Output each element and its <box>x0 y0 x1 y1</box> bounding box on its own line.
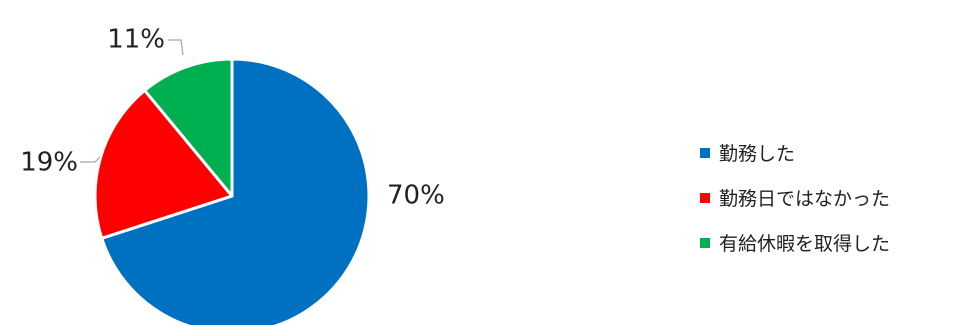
legend-label-paid-leave: 有給休暇を取得した <box>719 233 891 255</box>
data-label-non-working-day: 19% <box>20 148 78 178</box>
legend-swatch-paid-leave <box>700 237 710 248</box>
legend-item-paid-leave: 有給休暇を取得した <box>700 220 890 265</box>
legend-item-worked: 勤務した <box>700 130 890 175</box>
legend-label-worked: 勤務した <box>719 143 796 165</box>
slice-paid-leave <box>143 57 234 198</box>
data-label-paid-leave: 11% <box>107 25 165 55</box>
leader-line-paid-leave <box>168 39 184 56</box>
legend-swatch-worked <box>700 147 710 158</box>
legend-swatch-non-working-day <box>700 192 710 203</box>
data-label-worked: 70% <box>387 181 445 211</box>
leader-line-non-working-day <box>80 156 101 163</box>
legend: 勤務した 勤務日ではなかった 有給休暇を取得した <box>700 130 890 265</box>
slice-non-working-day <box>93 88 234 240</box>
legend-label-non-working-day: 勤務日ではなかった <box>719 188 891 210</box>
legend-item-non-working-day: 勤務日ではなかった <box>700 175 890 220</box>
slice-worked <box>100 57 371 325</box>
